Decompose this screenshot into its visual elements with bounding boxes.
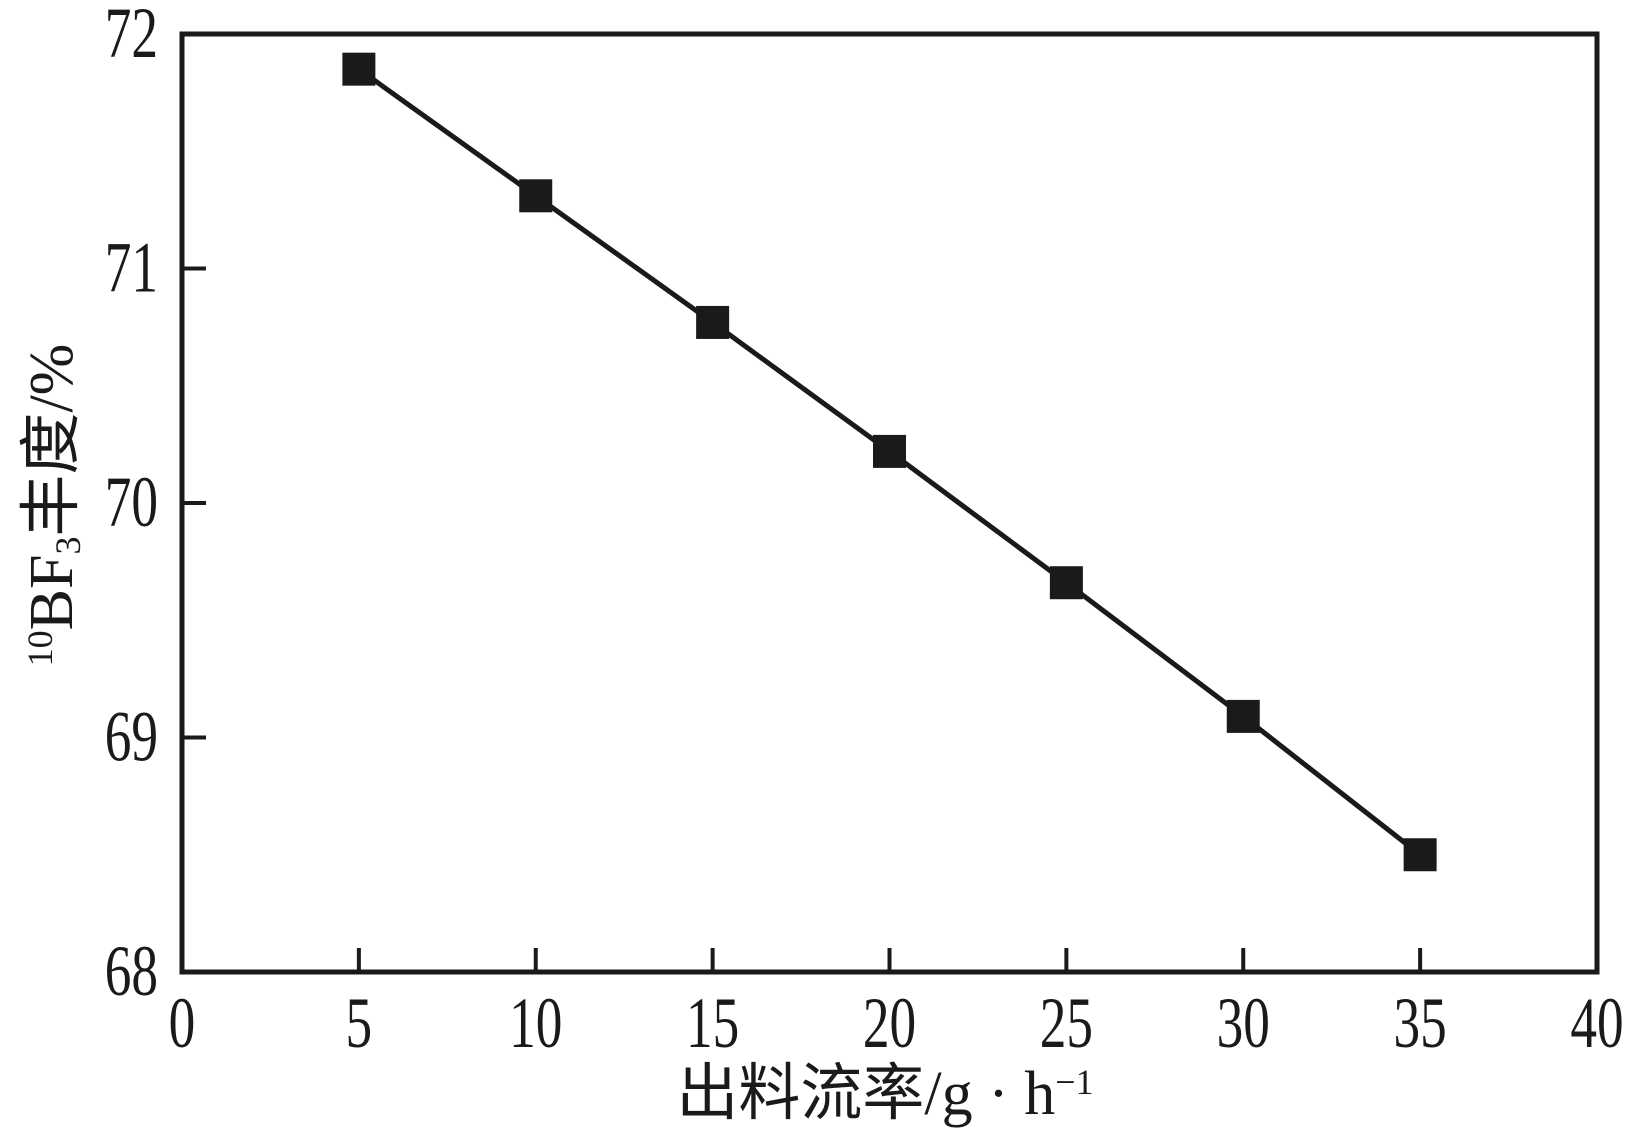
data-point <box>519 179 553 213</box>
data-point <box>1226 699 1260 733</box>
x-tick-label: 20 <box>863 983 916 1063</box>
x-tick-label: 0 <box>169 983 196 1063</box>
x-axis-title-text: 出料流率/g · h <box>676 1060 1056 1128</box>
x-axis-title-superscript: −1 <box>1055 1062 1094 1103</box>
y-axis-title: 10BF3丰度/% <box>17 155 88 855</box>
x-tick-label: 10 <box>509 983 562 1063</box>
data-point <box>342 52 376 86</box>
data-point <box>696 305 730 339</box>
y-tick-label: 68 <box>105 931 158 1011</box>
y-tick-label: 69 <box>105 697 158 777</box>
data-point <box>873 434 906 468</box>
y-axis-title-superscript: 10 <box>20 630 61 667</box>
plot-border <box>179 31 1600 975</box>
x-tick-label: 25 <box>1040 983 1093 1063</box>
y-axis-title-text: 10BF3丰度/% <box>18 343 88 667</box>
y-axis-title-subscript: 3 <box>47 536 88 555</box>
x-tick-label: 15 <box>686 983 739 1063</box>
y-tick-label: 70 <box>105 462 158 542</box>
y-axis-title-main: BF <box>18 554 86 631</box>
x-tick-label: 30 <box>1217 983 1270 1063</box>
data-point <box>1403 838 1437 872</box>
y-axis-title-rest: 丰度/% <box>18 343 86 537</box>
y-tick-label: 72 <box>105 0 158 73</box>
y-tick-label: 71 <box>105 228 158 308</box>
x-tick-label: 5 <box>346 983 373 1063</box>
x-tick-label: 35 <box>1393 983 1446 1063</box>
data-point <box>1049 566 1083 600</box>
x-axis-title: 出料流率/g · h−1 <box>535 1061 1235 1127</box>
x-tick-label: 40 <box>1570 983 1623 1063</box>
